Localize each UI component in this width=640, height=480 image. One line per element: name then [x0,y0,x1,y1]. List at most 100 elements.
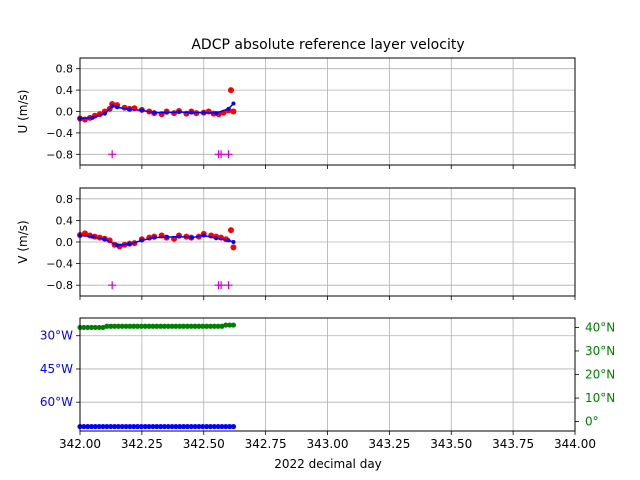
lon-point [88,423,95,430]
data-point-plus [217,150,226,159]
data-point [230,244,237,251]
axes-frame [79,317,576,432]
lon-point [215,423,221,430]
lon-point [203,423,210,430]
y-tick-label: 0.0 [56,106,74,119]
lat-point [96,324,102,331]
x-tick-label: 343.00 [307,437,349,451]
data-point-plus [224,150,233,159]
lon-point [223,423,229,430]
lat-point [192,323,198,329]
y-tick-label: −0.4 [46,258,73,271]
lat-point [177,323,183,329]
data-point [81,230,88,237]
data-point [227,227,234,234]
lon-point [108,423,114,430]
x-tick-label: 342.25 [121,437,163,451]
lat-tick-label: 40°N [585,320,615,334]
lat-point [81,324,87,331]
lat-point [180,323,187,329]
lat-point [207,323,214,329]
lon-point [192,423,198,430]
lat-point [85,324,91,331]
axes-frame [79,57,576,166]
panel-position: 30°W 45°W 60°W 40°N 30°N 20°N 10°N 0° 342.00 342.… [40,317,615,451]
lon-point [115,423,121,430]
lat-point [146,323,152,329]
y-tick-label: 0.8 [56,63,74,76]
series-line [79,102,235,120]
lat-point [169,323,175,329]
x-tick-label: 343.50 [430,437,472,451]
y-tick-label: 0.8 [56,193,74,206]
lon-tick-label: 60°W [40,395,73,409]
lon-point [177,423,183,430]
lon-point [211,423,217,430]
lat-point [184,323,191,329]
data-point-plus [224,281,233,290]
series-line [79,234,234,247]
lat-point [92,324,98,331]
data-point [227,87,234,94]
chart-title: ADCP absolute reference layer velocity [191,37,464,53]
lon-point [173,423,179,430]
lon-point [230,423,237,430]
lon-point [188,423,194,430]
lon-point [161,423,167,430]
lat-point [88,324,95,331]
y-axis-label: U (m/s) [16,90,30,134]
data-point [230,108,237,115]
panel-v: 0.8 0.4 0.0 −0.4 −0.8 V (m/s) [16,187,576,300]
lon-point [184,423,191,430]
lat-tick-label: 20°N [585,368,615,382]
y-tick-label: 0.0 [56,236,74,249]
lon-point [138,423,144,430]
lat-point [119,323,125,329]
lon-point [96,423,102,430]
lon-point [169,423,175,430]
y-tick-label: −0.8 [46,148,73,161]
x-tick-label: 343.25 [368,437,410,451]
lon-point [180,423,187,430]
lat-tick-label: 10°N [585,391,615,405]
lat-point [215,323,221,329]
lon-point [165,423,171,430]
lat-point [111,323,118,329]
lon-point [123,423,129,430]
x-axis-label: 2022 decimal day [274,457,382,471]
lat-point [108,323,114,329]
lon-point [100,423,106,430]
x-tick-label: 343.75 [492,437,534,451]
lon-point [92,423,98,430]
lon-point [119,423,125,430]
lon-point [227,423,233,430]
lat-point [138,323,144,329]
lon-tick-label: 45°W [40,362,73,376]
y-tick-label: −0.8 [46,279,73,292]
y-axis-label: V (m/s) [16,220,30,263]
lat-point [188,323,194,329]
x-tick-label: 342.50 [183,437,225,451]
x-tick-label: 342.00 [59,437,101,451]
lon-tick-label: 30°W [40,329,73,343]
lat-point [173,323,179,329]
panel-u: 0.8 0.4 0.0 −0.4 −0.8 U (m/s) [16,57,576,169]
lat-point [134,323,141,329]
lat-point [203,323,210,329]
lat-point [115,323,121,329]
lat-point [157,323,164,329]
lat-tick-label: 30°N [585,344,615,358]
lon-point [104,423,110,430]
lon-point [142,423,148,430]
lat-point [230,322,237,328]
lon-point [131,423,137,430]
lat-point [123,323,129,329]
lon-point [127,423,133,430]
y-tick-label: 0.4 [56,84,74,97]
lat-point [223,322,229,328]
lon-point [157,423,164,430]
lat-tick-label: 0° [585,415,599,429]
y-tick-label: −0.4 [46,127,73,140]
lat-point [200,323,206,329]
